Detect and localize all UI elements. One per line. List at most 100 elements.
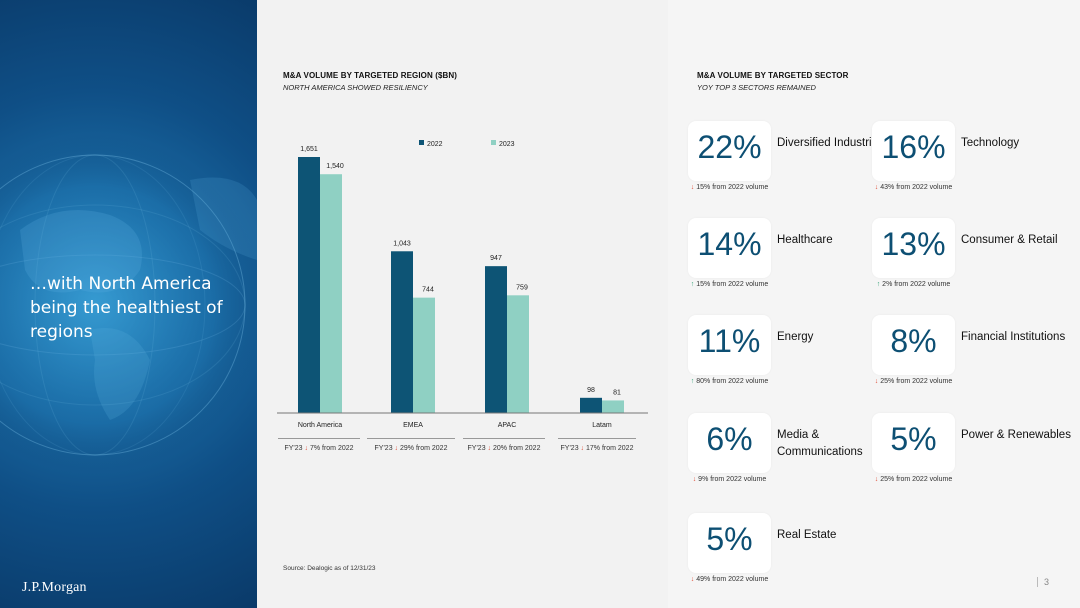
headline: …with North America being the healthiest… bbox=[30, 274, 223, 342]
sector-pct-box: 14% bbox=[688, 218, 771, 278]
note-divider bbox=[463, 438, 545, 439]
note-prefix: FY'23 bbox=[284, 445, 303, 452]
sector-name: Technology bbox=[961, 137, 1020, 149]
sector-name: Real Estate bbox=[777, 529, 837, 541]
sector-pct-box: 6% bbox=[688, 413, 771, 473]
bar-2023 bbox=[413, 297, 435, 413]
legend-label: 2023 bbox=[499, 141, 515, 148]
bar-value-label: 1,043 bbox=[393, 240, 411, 247]
sector-card: 22% Diversified Industries ↓ 15% from 2022… bbox=[688, 121, 884, 211]
sector-card: 13% Consumer & Retail ↑ 2% from 2022 volum… bbox=[872, 218, 1058, 308]
note-prefix: FY'23 bbox=[374, 445, 393, 452]
sector-change: ↓ 25% from 2022 volume bbox=[872, 475, 955, 485]
arrow-down-icon: ↓ bbox=[690, 576, 695, 583]
sector-pct-box: 8% bbox=[872, 315, 955, 375]
note-text: 20% from 2022 bbox=[493, 445, 541, 452]
arrow-up-icon: ↑ bbox=[690, 281, 695, 288]
region-title: M&A VOLUME BY TARGETED REGION ($BN) bbox=[283, 71, 458, 80]
sector-change-text: 49% from 2022 volume bbox=[696, 576, 769, 583]
sector-name: Diversified Industries bbox=[777, 137, 884, 149]
legend-swatch-2022 bbox=[419, 140, 424, 145]
sector-change: ↑ 2% from 2022 volume bbox=[872, 280, 955, 290]
sector-pct: 8% bbox=[890, 323, 937, 359]
bar-value-label: 744 bbox=[422, 287, 434, 294]
sector-name: Energy bbox=[777, 331, 814, 343]
region-note: FY'23 ↓ 29% from 2022 bbox=[365, 444, 457, 454]
sector-name: Power & Renewables bbox=[961, 429, 1071, 441]
sector-pct-box: 13% bbox=[872, 218, 955, 278]
sector-pct: 14% bbox=[697, 226, 762, 262]
category-label: Latam bbox=[592, 422, 612, 429]
sector-change: ↓ 25% from 2022 volume bbox=[872, 377, 955, 387]
sector-subtitle: YOY TOP 3 SECTORS REMAINED bbox=[697, 83, 816, 92]
sector-pct: 11% bbox=[698, 323, 761, 359]
sector-pct: 5% bbox=[706, 521, 753, 557]
arrow-down-icon: ↓ bbox=[692, 476, 697, 483]
region-subtitle: NORTH AMERICA SHOWED RESILIENCY bbox=[283, 83, 428, 92]
sector-card: 6% Media & Communications ↓ 9% from 2022 v… bbox=[688, 413, 868, 503]
arrow-down-icon: ↓ bbox=[874, 378, 879, 385]
bar-value-label: 1,540 bbox=[326, 163, 344, 170]
category-label: North America bbox=[298, 422, 342, 429]
arrow-down-icon: ↓ bbox=[304, 445, 308, 452]
bar-value-label: 947 bbox=[490, 255, 502, 262]
sector-change-text: 25% from 2022 volume bbox=[880, 476, 953, 483]
bar-2023 bbox=[507, 295, 529, 413]
sector-title: M&A VOLUME BY TARGETED SECTOR bbox=[697, 71, 849, 80]
sector-pct: 5% bbox=[890, 421, 937, 457]
note-text: 17% from 2022 bbox=[586, 445, 634, 452]
note-text: 7% from 2022 bbox=[309, 445, 354, 452]
bar-2023 bbox=[320, 174, 342, 413]
sector-name: Healthcare bbox=[777, 234, 833, 246]
bar-2022 bbox=[485, 266, 507, 413]
arrow-down-icon: ↓ bbox=[690, 184, 695, 191]
sector-change-text: 15% from 2022 volume bbox=[696, 281, 769, 288]
arrow-up-icon: ↑ bbox=[876, 281, 881, 288]
sector-name: Media & Communications bbox=[777, 429, 863, 458]
sector-change: ↓ 9% from 2022 volume bbox=[688, 475, 771, 485]
sector-change-text: 25% from 2022 volume bbox=[880, 378, 953, 385]
arrow-down-icon: ↓ bbox=[394, 445, 399, 452]
sector-change: ↓ 49% from 2022 volume bbox=[688, 575, 771, 585]
bar-2023 bbox=[602, 400, 624, 413]
legend-label: 2022 bbox=[427, 141, 443, 148]
sector-change: ↓ 15% from 2022 volume bbox=[688, 183, 771, 193]
note-prefix: FY'23 bbox=[467, 445, 486, 452]
sector-pct-box: 5% bbox=[872, 413, 955, 473]
category-label: EMEA bbox=[403, 422, 423, 429]
bar-value-label: 81 bbox=[613, 389, 621, 396]
note-divider bbox=[367, 438, 455, 439]
sector-name: Financial Institutions bbox=[961, 331, 1066, 343]
sector-change-text: 15% from 2022 volume bbox=[696, 184, 769, 191]
region-note: FY'23 ↓ 17% from 2022 bbox=[551, 444, 643, 454]
arrow-down-icon: ↓ bbox=[487, 445, 492, 452]
sector-pct-box: 22% bbox=[688, 121, 771, 181]
bar-2022 bbox=[298, 157, 320, 413]
sector-change-text: 2% from 2022 volume bbox=[882, 281, 951, 288]
region-note: FY'23 ↓ 7% from 2022 bbox=[273, 444, 365, 454]
source-note: Source: Dealogic as of 12/31/23 bbox=[283, 565, 376, 572]
sector-change: ↑ 80% from 2022 volume bbox=[688, 377, 771, 387]
arrow-down-icon: ↓ bbox=[580, 445, 585, 452]
sector-pct: 16% bbox=[881, 129, 946, 165]
legend-swatch-2023 bbox=[491, 140, 496, 145]
sector-card: 5% Power & Renewables ↓ 25% from 2022 volu… bbox=[872, 413, 1071, 503]
sector-card: 16% Technology ↓ 43% from 2022 volume bbox=[872, 121, 1052, 211]
sector-change-text: 43% from 2022 volume bbox=[880, 184, 953, 191]
sector-change-text: 9% from 2022 volume bbox=[698, 476, 767, 483]
globe-graphic bbox=[0, 135, 257, 475]
sector-panel bbox=[668, 0, 1080, 608]
bar-2022 bbox=[391, 251, 413, 413]
note-text: 29% from 2022 bbox=[400, 445, 448, 452]
sector-change: ↓ 43% from 2022 volume bbox=[872, 183, 955, 193]
sector-pct-box: 11% bbox=[688, 315, 771, 375]
sector-pct: 22% bbox=[697, 129, 762, 165]
note-prefix: FY'23 bbox=[560, 445, 579, 452]
sector-card: 14% Healthcare ↑ 15% from 2022 volume bbox=[688, 218, 868, 308]
note-divider bbox=[558, 438, 636, 439]
sector-pct-box: 5% bbox=[688, 513, 771, 573]
region-note: FY'23 ↓ 20% from 2022 bbox=[458, 444, 550, 454]
sector-change: ↑ 15% from 2022 volume bbox=[688, 280, 771, 290]
arrow-down-icon: ↓ bbox=[874, 184, 879, 191]
